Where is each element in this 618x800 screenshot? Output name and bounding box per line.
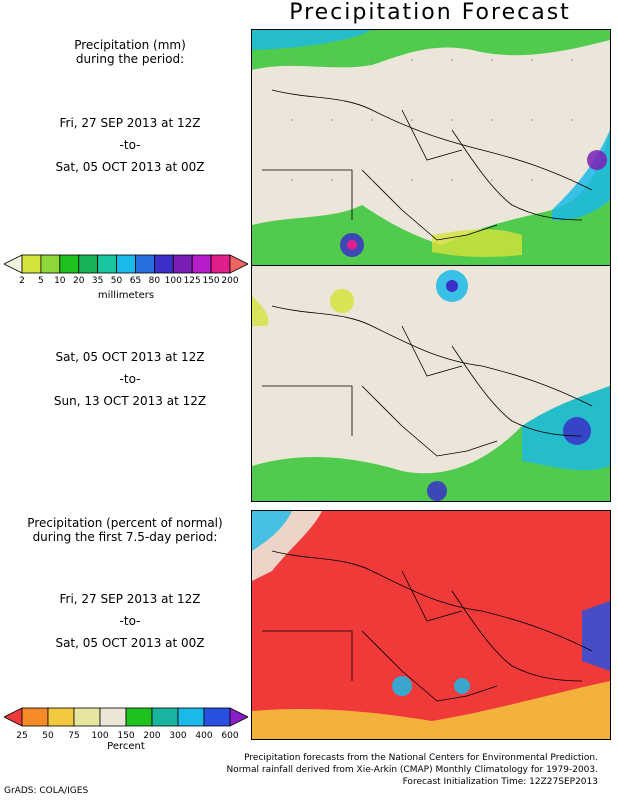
colorbar-percent-swatches [3,707,249,727]
colorbar-mm-swatch-7 [135,254,155,274]
colorbar-mm-tick-label: 200 [221,276,239,286]
colorbar-mm-tick-label: 10 [54,276,66,286]
colorbar-percent-tick-label: 100 [91,731,109,741]
colorbar-mm-tick-label: 65 [129,276,142,286]
colorbar-mm-swatch-11 [210,254,231,274]
colorbar-mm-tick-label: 50 [110,276,123,286]
panel1-heading-line2: during the period: [75,52,185,66]
colorbar-mm-swatch-6 [116,254,136,274]
colorbar-percent-tick-label: 50 [42,731,54,741]
colorbar-mm-tick-label: 5 [38,276,44,286]
panel2-period-start: Sat, 05 OCT 2013 at 12Z [55,350,205,364]
panel1-period-start: Fri, 27 SEP 2013 at 12Z [59,116,201,130]
colorbar-mm-swatch-5 [97,254,117,274]
colorbar-mm-tick-label: 100 [164,276,182,286]
panel3-period: Fri, 27 SEP 2013 at 12Z -to- Sat, 05 OCT… [20,588,240,654]
map-panel-3 [251,510,611,740]
colorbar-percent-swatch-5 [125,707,153,727]
colorbar-mm-swatch-9 [172,254,193,274]
footer-notes: Precipitation forecasts from the Nationa… [226,752,598,788]
panel1-period-to: -to- [119,138,141,152]
colorbar-mm-swatch-4 [78,254,99,274]
colorbar-mm-tick-label: 80 [148,276,161,286]
colorbar-mm-unit: millimeters [97,290,155,301]
colorbar-mm-tick-label: 150 [202,276,220,286]
panel3-period-end: Sat, 05 OCT 2013 at 00Z [55,636,205,650]
colorbar-percent-swatch-8 [203,707,231,727]
colorbar-percent-swatch-4 [99,707,127,727]
colorbar-mm: 2 5 10 20 35 50 65 80 100 125 150 200 millimeters [3,254,249,301]
panel1-period: Fri, 27 SEP 2013 at 12Z -to- Sat, 05 OCT… [20,112,240,178]
panel3-period-start: Fri, 27 SEP 2013 at 12Z [59,592,201,606]
panel3-period-to: -to- [119,614,141,628]
chart-title: Precipitation Forecast [289,0,571,25]
footer-line2: Normal rainfall derived from Xie-Arkin (… [226,765,598,775]
map-panel-1 [251,29,611,266]
colorbar-percent-swatch-3 [73,707,101,727]
colorbar-percent-swatch-1 [21,707,49,727]
colorbar-percent-tick-label: 400 [195,731,213,741]
colorbar-percent-unit: Percent [107,741,145,752]
colorbar-percent-swatch-6 [151,707,179,727]
colorbar-mm-swatches [3,254,249,274]
colorbar-percent-swatch-7 [177,707,205,727]
panel2-period: Sat, 05 OCT 2013 at 12Z -to- Sun, 13 OCT… [20,346,240,412]
colorbar-percent-tick-label: 600 [221,731,239,741]
footer-line3: Forecast Initialization Time: 12Z27SEP20… [402,777,598,787]
colorbar-mm-swatch-3 [59,254,80,274]
colorbar-mm-tick-label: 2 [19,276,25,286]
colorbar-percent-tick-label: 75 [68,731,80,741]
panel2-period-end: Sun, 13 OCT 2013 at 12Z [53,394,207,408]
colorbar-mm-swatch-1 [21,254,42,274]
colorbar-mm-swatch-0 [3,254,23,274]
colorbar-mm-swatch-12 [229,254,249,274]
map-panel-2 [251,265,611,502]
footer-line1: Precipitation forecasts from the Nationa… [244,753,598,763]
colorbar-mm-ticks: 2 5 10 20 35 50 65 80 100 125 150 200 [4,276,248,288]
panel2-period-to: -to- [119,372,141,386]
colorbar-mm-tick-label: 35 [91,276,104,286]
colorbar-mm-tick-label: 125 [183,276,201,286]
colorbar-percent: 25 50 75 100 150 200 300 400 600 Percent [3,707,249,752]
colorbar-percent-swatch-2 [47,707,75,727]
panel1-period-end: Sat, 05 OCT 2013 at 00Z [55,160,205,174]
colorbar-mm-swatch-2 [40,254,61,274]
colorbar-percent-swatch-9 [229,707,249,727]
colorbar-percent-tick-label: 150 [117,731,135,741]
panel1-heading: Precipitation (mm) during the period: [30,38,230,66]
colorbar-mm-swatch-10 [191,254,212,274]
colorbar-mm-swatch-8 [153,254,174,274]
colorbar-mm-tick-label: 20 [72,276,85,286]
panel3-heading: Precipitation (percent of normal) during… [5,516,245,544]
panel1-heading-line1: Precipitation (mm) [74,38,186,52]
colorbar-percent-tick-label: 25 [16,731,28,741]
panel3-heading-line2: during the first 7.5-day period: [32,530,218,544]
colorbar-percent-tick-label: 300 [169,731,187,741]
panel3-heading-line1: Precipitation (percent of normal) [27,516,223,530]
colorbar-percent-tick-label: 200 [143,731,161,741]
colorbar-percent-ticks: 25 50 75 100 150 200 300 400 600 [4,731,248,743]
grads-credit: GrADS: COLA/IGES [4,786,89,796]
colorbar-percent-swatch-0 [3,707,23,727]
